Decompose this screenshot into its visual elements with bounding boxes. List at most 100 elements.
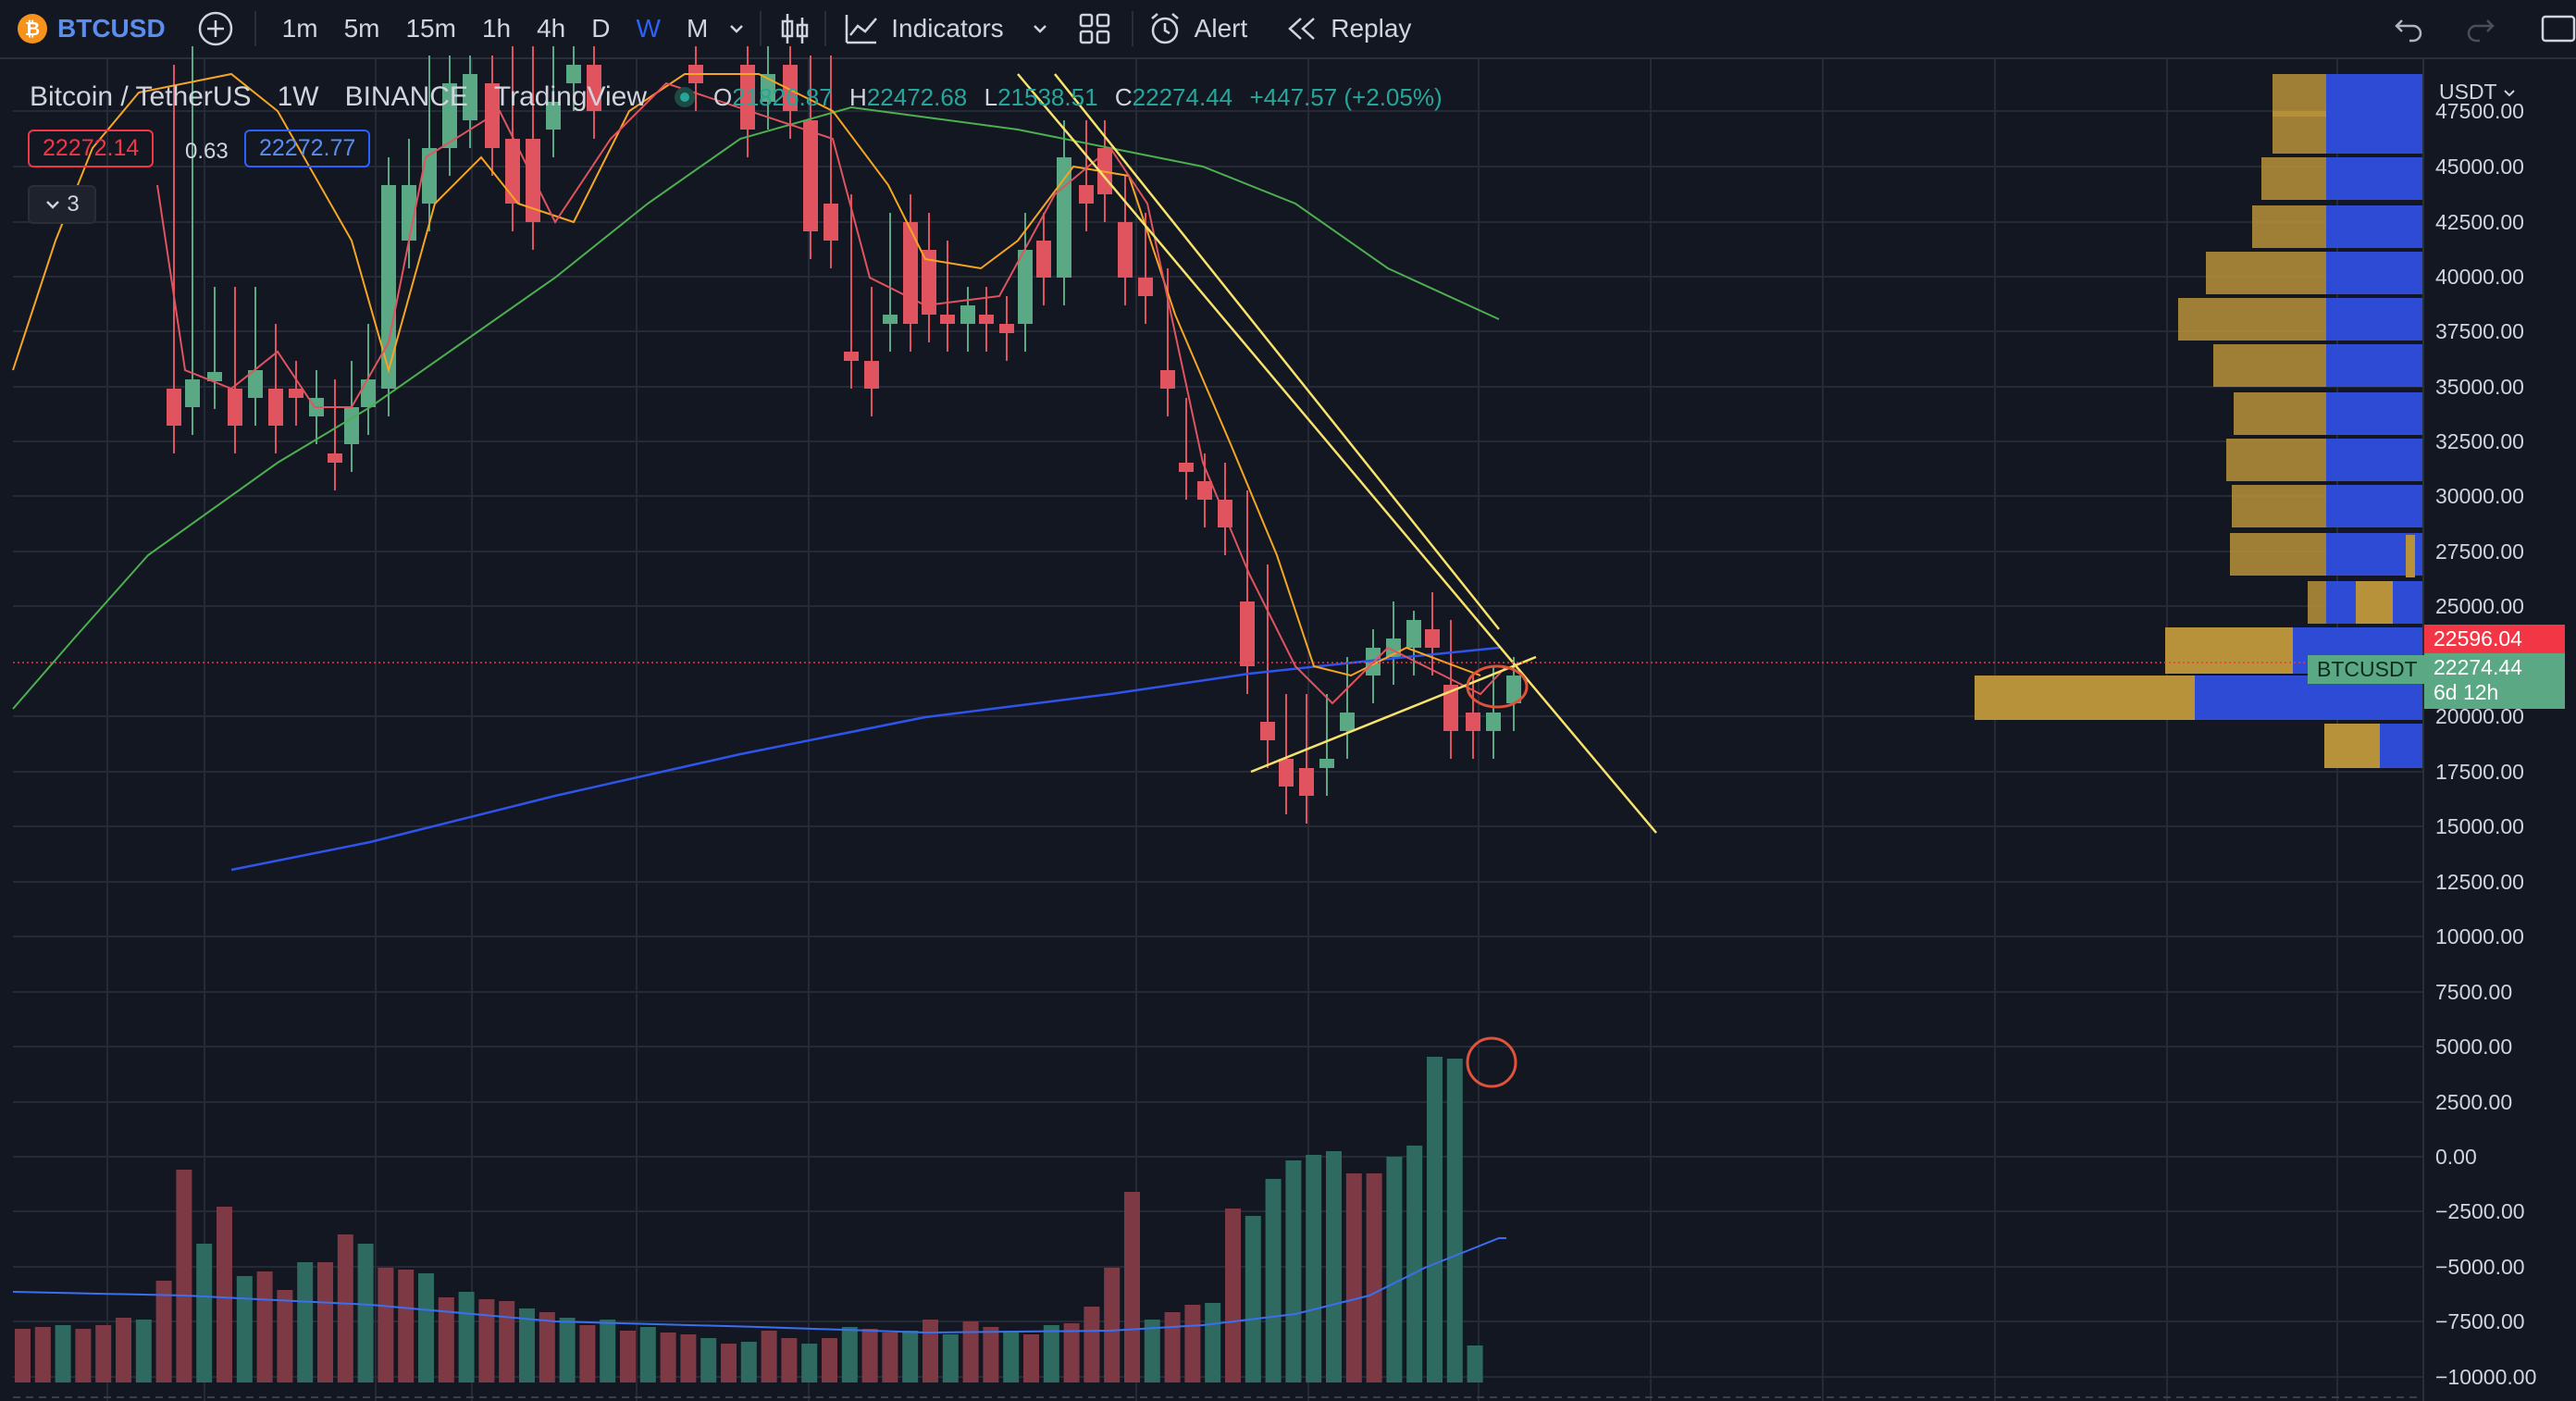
candle-body (185, 379, 200, 407)
trendline-support (1250, 655, 1537, 774)
volume-bar (600, 1320, 616, 1382)
candle-body (1036, 241, 1051, 278)
timeframe-dropdown[interactable] (726, 0, 747, 58)
volume-bar (1023, 1334, 1039, 1382)
price-axis[interactable] (2422, 59, 2576, 1401)
timeframe-m[interactable]: M (686, 14, 709, 43)
symbol-search[interactable]: ₿ BTCUSD (17, 0, 166, 58)
alert-button[interactable]: Alert (1146, 0, 1247, 58)
volume-bar (458, 1292, 475, 1382)
candle-body (526, 139, 540, 222)
volume-bar (1326, 1151, 1342, 1382)
volume-bar (1104, 1268, 1121, 1382)
fullscreen-button[interactable] (2539, 0, 2576, 58)
volume-bar (378, 1268, 394, 1382)
volume-bar (721, 1344, 737, 1382)
currency-selector[interactable]: USDT (2439, 80, 2516, 105)
undo-button[interactable] (2393, 0, 2424, 58)
volume-bar (95, 1325, 112, 1382)
indicators-button[interactable]: Indicators (843, 0, 1004, 58)
volume-bar (438, 1297, 454, 1382)
indicators-collapse-toggle[interactable]: 3 (28, 185, 96, 224)
ema-21-line (12, 72, 1481, 677)
candle-body (1466, 713, 1480, 731)
timeframe-1h[interactable]: 1h (481, 14, 512, 43)
redo-button[interactable] (2465, 0, 2496, 58)
ask-price-box[interactable]: 22272.77 (244, 130, 371, 167)
timeframe-15m[interactable]: 15m (405, 14, 456, 43)
volume-bar (801, 1344, 818, 1382)
layout-button[interactable] (1078, 0, 1111, 58)
price-axis-label: 37500.00 (2435, 319, 2524, 343)
ohlc-readout: O21826.87 H22472.68 L21538.51 C22274.44 … (713, 81, 1443, 113)
chevron-down-icon (46, 201, 60, 209)
price-axis-label: −5000.00 (2435, 1255, 2525, 1279)
price-axis-label: −10000.00 (2435, 1365, 2537, 1389)
candle-body (1443, 685, 1458, 731)
price-axis-label: 2500.00 (2435, 1090, 2513, 1114)
volume-profile-row (2252, 205, 2326, 248)
candle-body (422, 148, 437, 204)
toolbar-divider (254, 11, 256, 46)
candle-body (1197, 481, 1212, 500)
legend-title[interactable]: Bitcoin / TetherUS (30, 81, 252, 112)
bid-price-box[interactable]: 22272.14 (28, 130, 155, 167)
volume-bar (519, 1308, 535, 1382)
candle-body (824, 204, 838, 241)
indicator-lines (12, 72, 2422, 872)
spread-value: 0.63 (185, 139, 229, 164)
price-axis-label: 7500.00 (2435, 980, 2513, 1004)
compare-symbol-button[interactable] (197, 0, 234, 58)
timeframe-1m[interactable]: 1m (281, 14, 318, 43)
candle-body (922, 250, 936, 315)
volume-bar (34, 1327, 51, 1382)
volume-profile-row (2356, 581, 2393, 624)
volume-bar (841, 1327, 858, 1382)
timeframe-w[interactable]: W (636, 14, 661, 43)
volume-bars (12, 1036, 1517, 1382)
open-value: 21826.87 (732, 83, 833, 111)
candle-body (883, 315, 898, 324)
volume-bar (559, 1318, 576, 1382)
candle-body (1319, 759, 1334, 768)
volume-bar (761, 1331, 777, 1382)
candle-body (1160, 370, 1175, 389)
volume-profile-row (2273, 74, 2326, 117)
volume-bar (176, 1170, 192, 1382)
trendline-resistance (1017, 73, 1657, 834)
volume-bar (983, 1327, 999, 1382)
toolbar-divider (760, 11, 762, 46)
price-axis-label: 12500.00 (2435, 870, 2524, 894)
volume-bar (196, 1244, 213, 1382)
volume-bar (1467, 1345, 1483, 1382)
volume-bar (539, 1312, 555, 1382)
candle-body (1406, 620, 1421, 648)
candle-body (1057, 157, 1071, 278)
layout-icon (1079, 13, 1109, 44)
volume-bar (1285, 1160, 1302, 1382)
volume-profile-row (2326, 205, 2422, 248)
timeframe-4h[interactable]: 4h (537, 14, 566, 43)
price-axis-label: 45000.00 (2435, 155, 2524, 179)
alarm-icon (1150, 13, 1179, 44)
timeframe-5m[interactable]: 5m (343, 14, 380, 43)
chart-type-button[interactable] (778, 0, 811, 58)
candle-body (566, 65, 581, 83)
candle-body (1486, 713, 1501, 731)
indicators-dropdown[interactable] (1030, 0, 1050, 58)
replay-button[interactable]: Replay (1286, 0, 1411, 58)
volume-bar (1205, 1303, 1221, 1382)
volume-bar (277, 1290, 293, 1382)
svg-text:₿: ₿ (25, 19, 40, 40)
timeframe-selector: 1m 5m 15m 1h 4h D W M (269, 0, 722, 58)
volume-bar (1386, 1157, 1403, 1382)
volume-bar (942, 1334, 959, 1382)
volume-bar (1225, 1209, 1241, 1382)
candle-body (1506, 676, 1521, 703)
volume-profile-row (2380, 724, 2422, 768)
price-axis-label: 17500.00 (2435, 760, 2524, 784)
last-price-badge: 22274.44 6d 12h (2424, 653, 2565, 709)
undo-icon (2395, 19, 2422, 43)
timeframe-d[interactable]: D (591, 14, 611, 43)
